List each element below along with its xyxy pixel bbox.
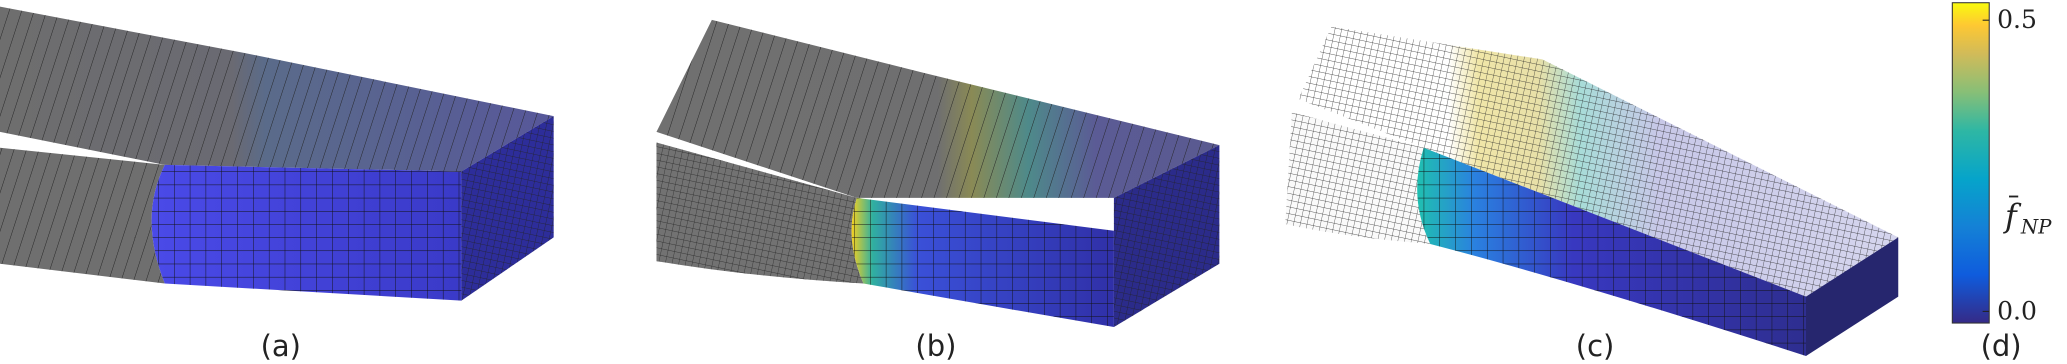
colorbar bbox=[1951, 2, 1990, 324]
colorbar-tick-label: 0.5 bbox=[1997, 5, 2037, 34]
panel-label: (b) bbox=[915, 329, 956, 363]
panel-label: (a) bbox=[261, 329, 301, 363]
mesh-c bbox=[1285, 26, 1899, 357]
mesh-b bbox=[656, 19, 1220, 328]
colorbar-subscript: NP bbox=[2020, 215, 2052, 238]
colorbar-symbol: f bbox=[2003, 199, 2022, 235]
mesh-a bbox=[0, 6, 554, 301]
colorbar-tick-label: 0.0 bbox=[1997, 296, 2037, 325]
panel-label: (c) bbox=[1576, 329, 1615, 363]
panel-label: (d) bbox=[1981, 329, 2022, 363]
